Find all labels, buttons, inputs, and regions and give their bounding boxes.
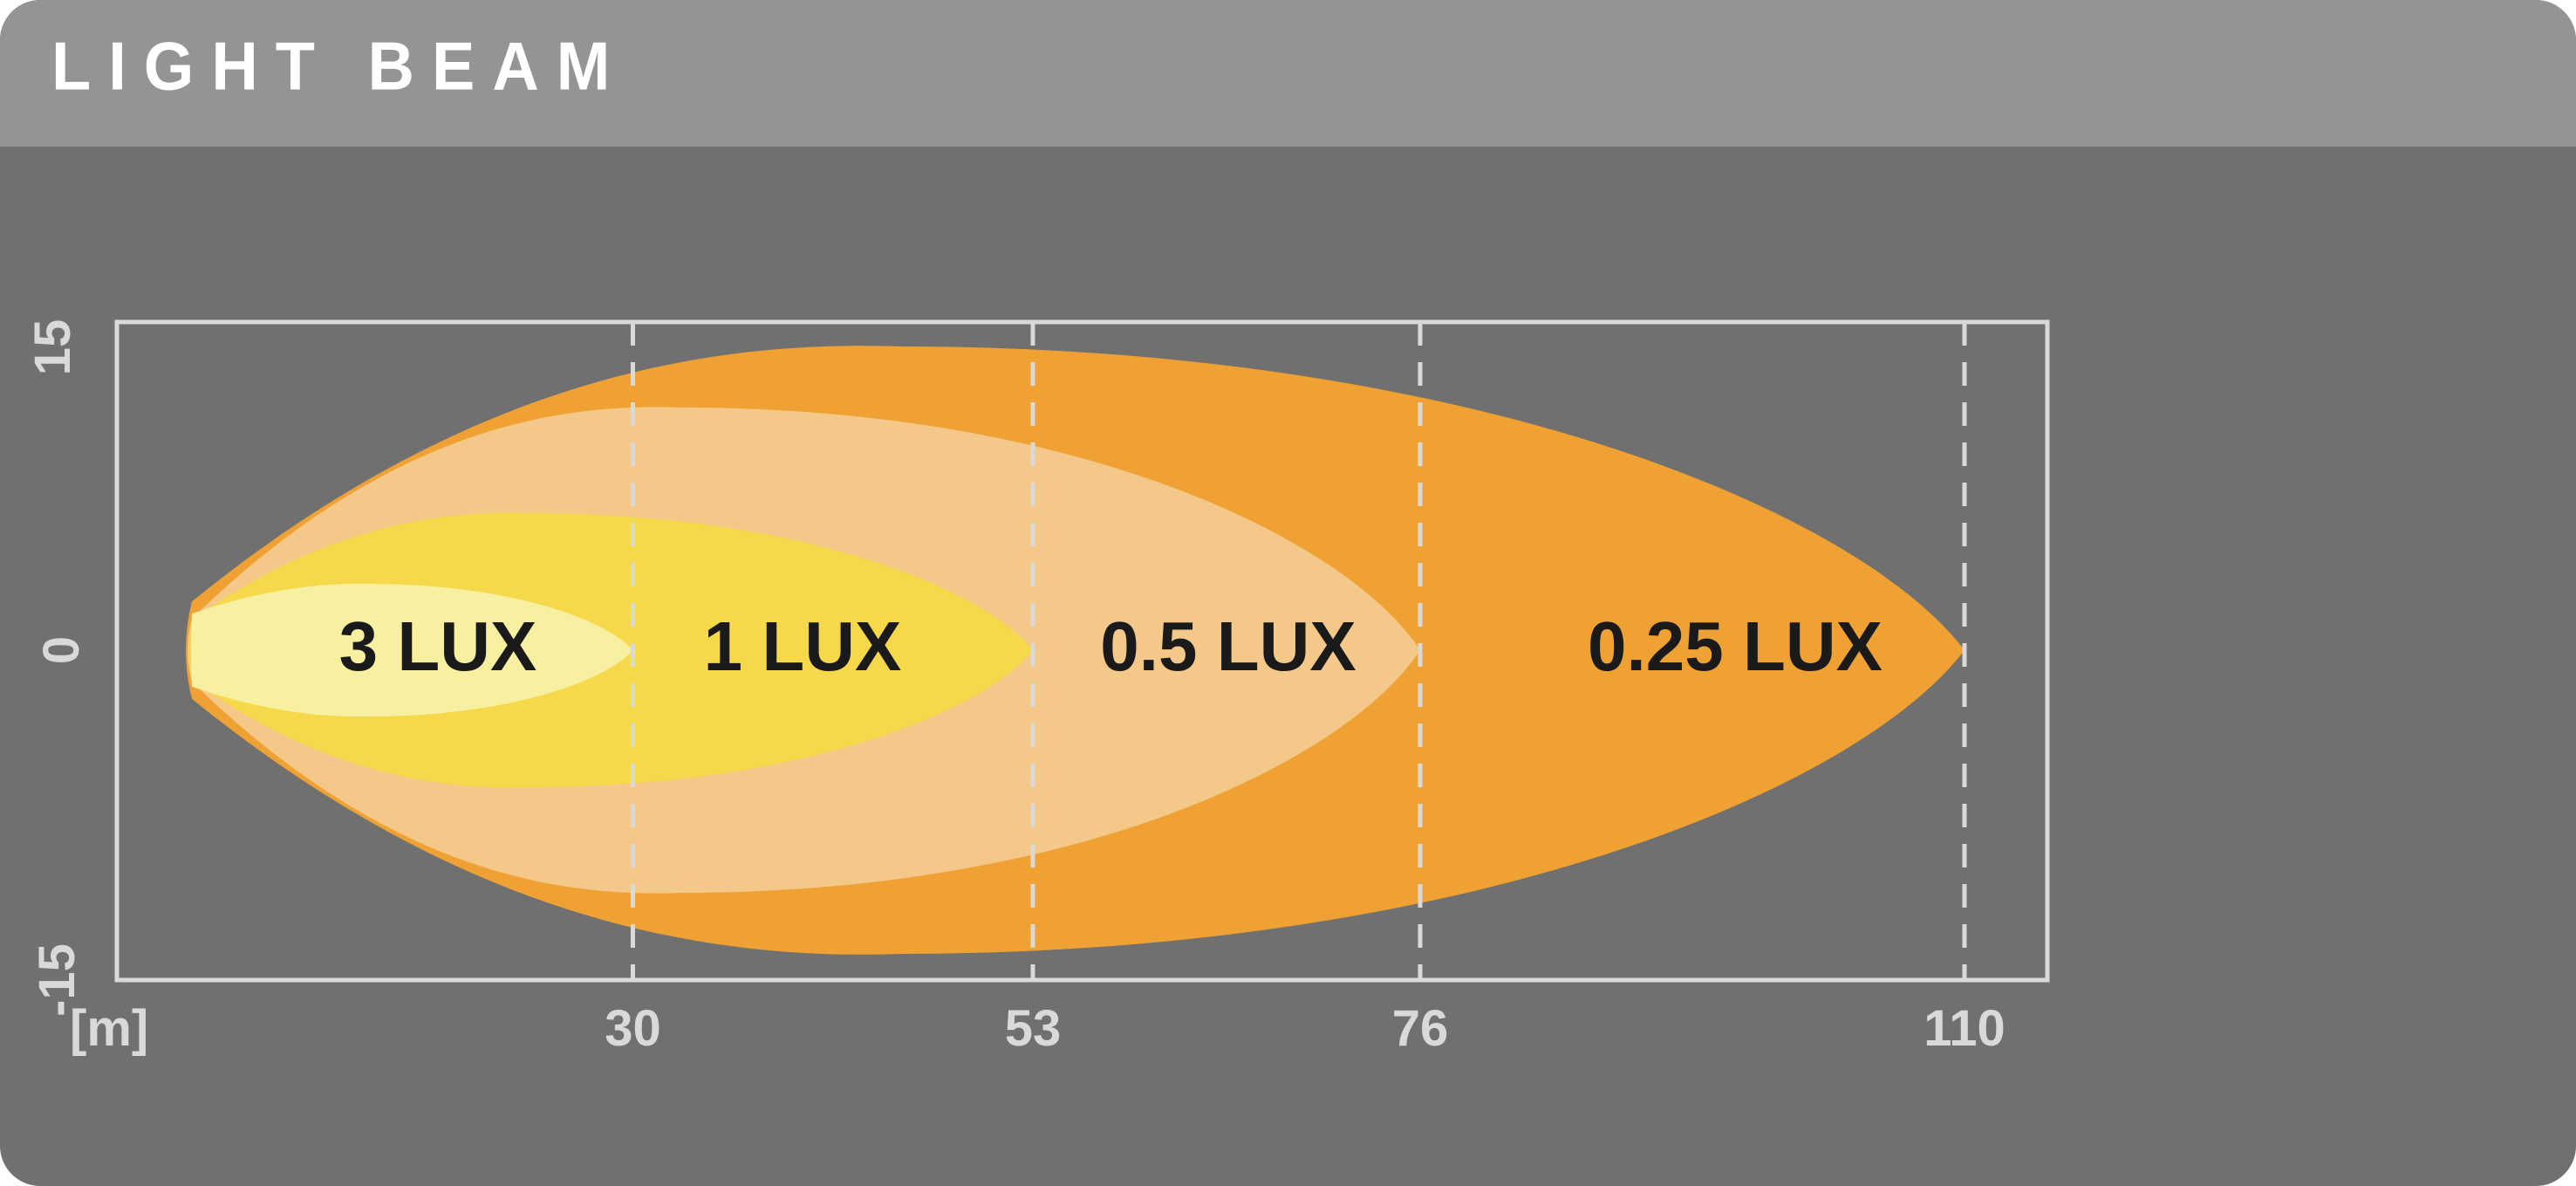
svg-text:0.5 LUX: 0.5 LUX (1100, 607, 1356, 685)
svg-text:1 LUX: 1 LUX (704, 607, 902, 685)
svg-text:53: 53 (1005, 1000, 1062, 1057)
svg-text:76: 76 (1392, 1000, 1449, 1057)
svg-text:110: 110 (1923, 1000, 2005, 1057)
svg-text:30: 30 (605, 1000, 661, 1057)
svg-text:15: 15 (24, 319, 81, 376)
svg-text:0.25 LUX: 0.25 LUX (1588, 607, 1882, 685)
svg-text:0: 0 (33, 636, 90, 664)
svg-text:[m]: [m] (70, 1000, 148, 1057)
svg-text:3 LUX: 3 LUX (339, 607, 537, 685)
